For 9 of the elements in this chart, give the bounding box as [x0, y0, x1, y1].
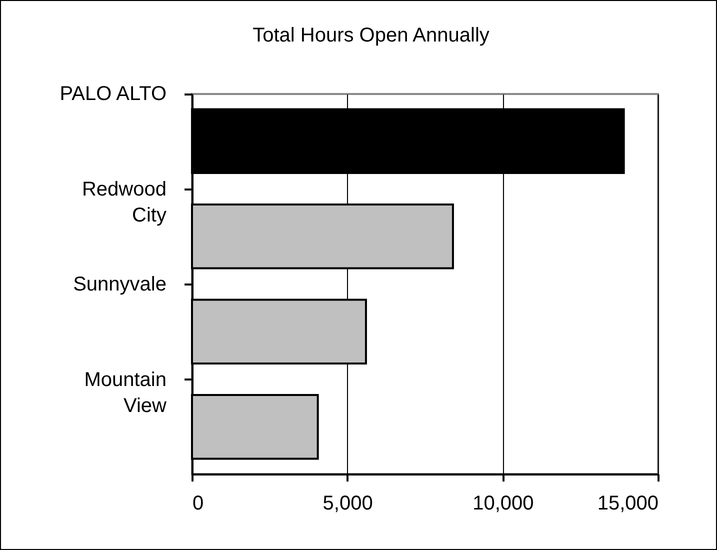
y-tick-label: Mountain View	[84, 368, 168, 417]
x-tick-label: 0	[192, 492, 204, 514]
chart-title: Total Hours Open Annually	[252, 24, 490, 47]
y-tick-label: Redwood City	[82, 178, 166, 226]
x-tick-label: 5,000	[322, 492, 373, 514]
y-tick-label: PALO ALTO	[60, 83, 166, 106]
x-tick-label: 15,000	[597, 492, 658, 514]
y-tick-label: Sunnyvale	[73, 274, 166, 296]
x-tick-label: 10,000	[472, 492, 534, 514]
